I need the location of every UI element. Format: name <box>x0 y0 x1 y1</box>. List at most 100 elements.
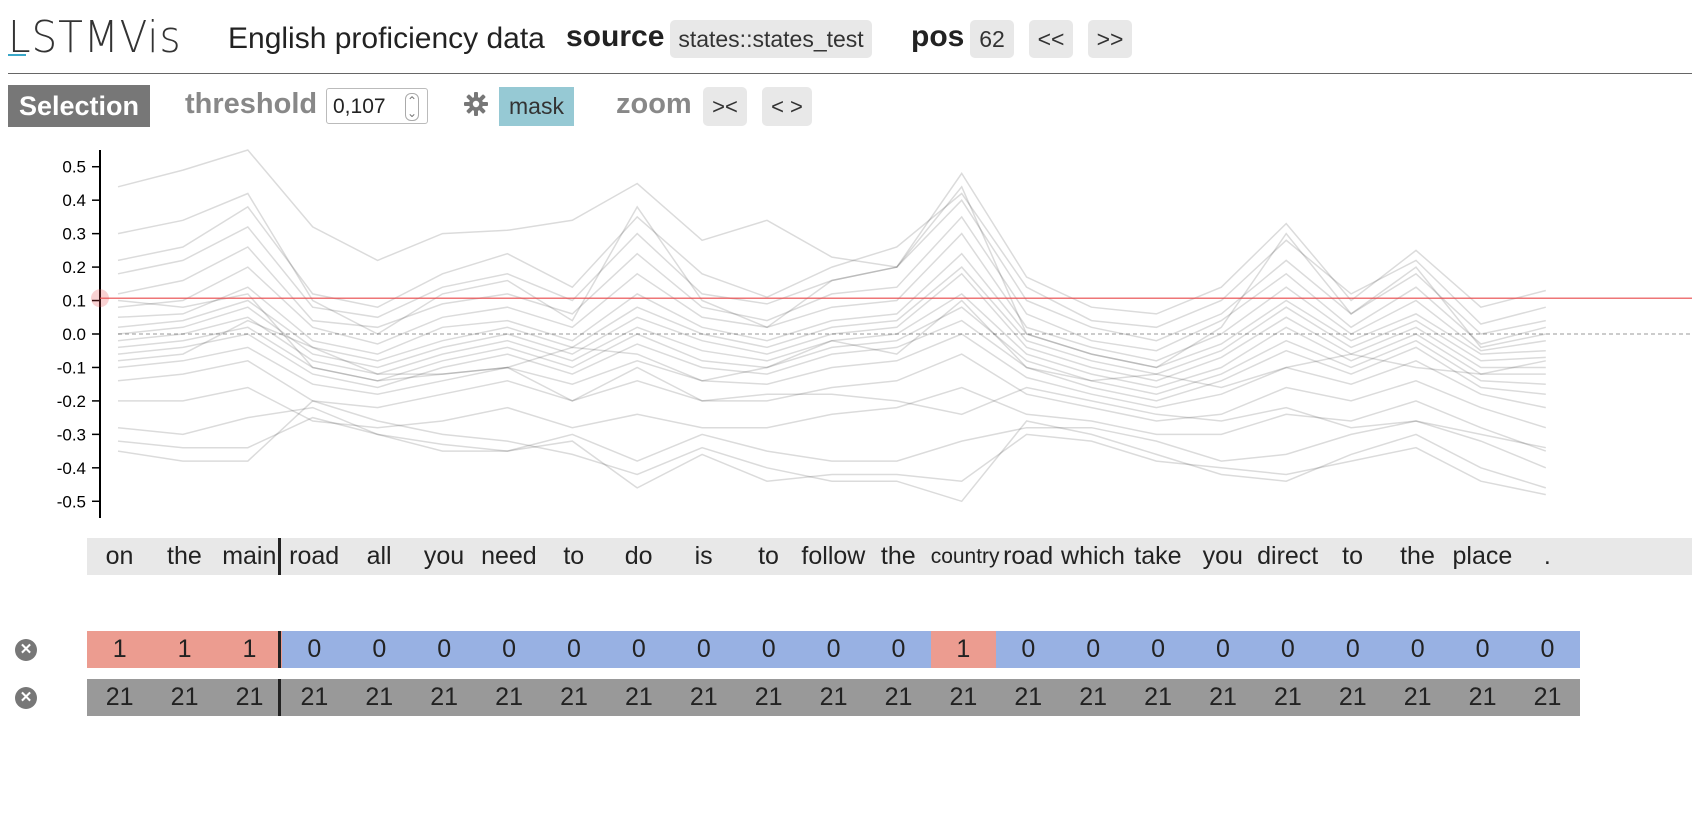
y-tick-label: -0.1 <box>57 358 86 377</box>
word-token[interactable]: take <box>1134 542 1182 570</box>
count-cell: 21 <box>1514 679 1581 716</box>
activation-line <box>117 293 1546 389</box>
mask-cell: 1 <box>87 631 153 668</box>
mask-cell: 0 <box>1060 631 1126 668</box>
source-label: source <box>566 20 665 53</box>
word-token[interactable]: road <box>289 542 340 570</box>
word-token[interactable]: main <box>222 542 277 570</box>
y-tick-label: 0.2 <box>62 258 86 277</box>
word-token[interactable]: direct <box>1257 542 1319 570</box>
mask-cell: 0 <box>865 631 932 668</box>
mask-button[interactable]: mask <box>499 87 574 126</box>
threshold-line[interactable] <box>91 289 1692 308</box>
word-token[interactable]: need <box>481 542 537 570</box>
activation-line <box>117 252 1546 369</box>
activation-line <box>117 266 1546 375</box>
mask-cell: 0 <box>800 631 867 668</box>
count-cell: 21 <box>476 679 542 716</box>
count-cell: 21 <box>800 679 867 716</box>
zoom-in-button[interactable]: >< <box>703 87 747 126</box>
selection-label: Selection <box>8 85 150 127</box>
pos-value[interactable]: 62 <box>970 20 1014 58</box>
count-cell: 21 <box>281 679 348 716</box>
word-token[interactable]: to <box>1342 542 1364 570</box>
word-token[interactable]: road <box>1003 542 1054 570</box>
mask-cell: 0 <box>1190 631 1256 668</box>
count-cell: 21 <box>995 679 1061 716</box>
activation-line <box>117 333 1546 409</box>
activation-line <box>118 386 1547 452</box>
threshold-handle[interactable] <box>91 289 109 308</box>
y-tick-label: 0.4 <box>62 191 86 210</box>
word-token[interactable]: which <box>1061 542 1125 570</box>
threshold-input[interactable]: 0,107 ⌃ ⌄ <box>326 88 428 124</box>
mask-cell: 0 <box>411 631 477 668</box>
mask-cell: 0 <box>1125 631 1191 668</box>
activation-line <box>117 306 1546 395</box>
word-token[interactable]: to <box>563 542 585 570</box>
count-cell: 21 <box>1060 679 1126 716</box>
count-row-boundary <box>278 679 281 716</box>
close-circle-icon[interactable]: ✕ <box>15 687 37 709</box>
activation-line <box>117 215 1546 352</box>
close-circle-icon[interactable]: ✕ <box>15 639 37 661</box>
mask-cell: 0 <box>1320 631 1386 668</box>
y-tick-label: -0.2 <box>57 392 86 411</box>
mask-cell: 0 <box>476 631 542 668</box>
count-cell: 21 <box>1385 679 1451 716</box>
y-axis: 0.5 0.4 0.3 0.2 0.1 0.0 -0.1 -0.2 -0.3 -0.4 -0.5 <box>57 150 101 518</box>
gear-icon[interactable] <box>464 92 488 116</box>
activation-line <box>117 416 1546 496</box>
pos-label: pos <box>911 20 965 53</box>
activation-line <box>117 319 1546 449</box>
threshold-label: threshold <box>185 88 318 120</box>
y-tick-label: 0.0 <box>62 325 86 344</box>
word-token[interactable]: the <box>1400 542 1435 570</box>
count-cell: 21 <box>865 679 932 716</box>
word-token[interactable]: the <box>880 542 916 570</box>
word-token[interactable]: country <box>930 545 1000 568</box>
word-token[interactable]: follow <box>801 542 866 570</box>
logo-accent <box>8 54 26 56</box>
mask-cell: 0 <box>1449 631 1516 668</box>
mask-cell: 0 <box>606 631 672 668</box>
word-token[interactable]: place <box>1452 542 1513 570</box>
activation-chart[interactable]: 0.5 0.4 0.3 0.2 0.1 0.0 -0.1 -0.2 -0.3 -0.4 -0.5 <box>0 140 1692 535</box>
count-annotation-row: 21 21 21 21 21 21 21 21 21 21 21 21 21 21 21 21 21 21 21 21… <box>87 679 1692 716</box>
activation-line <box>117 232 1546 362</box>
word-token[interactable]: is <box>694 542 713 570</box>
word-token[interactable]: to <box>758 542 779 570</box>
source-selector[interactable]: states::states_test <box>670 20 872 58</box>
word-token[interactable]: all <box>366 542 392 570</box>
activation-line <box>117 353 1547 429</box>
activation-lines <box>117 149 1547 503</box>
count-cell: 21 <box>606 679 672 716</box>
threshold-value: 0,107 <box>333 95 386 118</box>
mask-cell: 0 <box>671 631 737 668</box>
header-bar: LSTMVis English proficiency data source … <box>8 0 1692 74</box>
next-button[interactable]: >> <box>1088 20 1132 58</box>
word-token[interactable]: you <box>1202 542 1243 570</box>
count-cell: 21 <box>87 679 153 716</box>
word-token[interactable]: you <box>423 542 465 570</box>
zoom-out-button[interactable]: < > <box>762 87 812 126</box>
y-tick-label: 0.3 <box>62 225 86 244</box>
mask-cell: 1 <box>216 631 283 668</box>
selection-boundary <box>278 538 281 575</box>
count-cell: 21 <box>541 679 607 716</box>
word-token[interactable]: do <box>624 542 653 570</box>
activation-line <box>117 272 1546 382</box>
mask-cell: 0 <box>541 631 607 668</box>
activation-line <box>117 400 1547 503</box>
threshold-stepper[interactable]: ⌃ ⌄ <box>405 93 419 121</box>
activation-line <box>117 319 1546 402</box>
word-token[interactable]: the <box>167 542 202 570</box>
mask-cell: 0 <box>1514 631 1581 668</box>
count-cell: 21 <box>1190 679 1256 716</box>
word-token[interactable]: . <box>1543 542 1551 570</box>
prev-button[interactable]: << <box>1029 20 1073 58</box>
word-token[interactable]: on <box>105 542 134 570</box>
mask-cell: 1 <box>151 631 218 668</box>
count-cell: 21 <box>1125 679 1191 716</box>
